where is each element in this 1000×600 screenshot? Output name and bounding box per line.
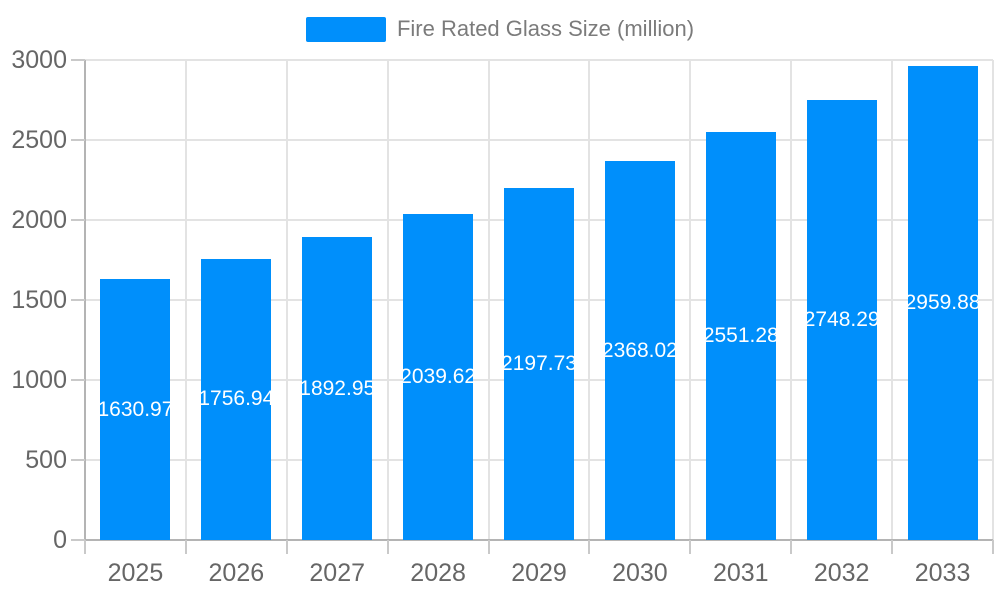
x-axis-line — [85, 539, 993, 541]
bar-value-label: 2748.29 — [806, 308, 877, 332]
y-axis-label: 500 — [25, 445, 67, 474]
bar[interactable]: 2959.88 — [907, 66, 978, 540]
v-gridline — [386, 60, 389, 540]
x-axis-label: 2031 — [712, 559, 769, 587]
bar[interactable]: 1756.94 — [201, 258, 272, 540]
x-axis-tick — [184, 540, 187, 554]
chart-legend[interactable]: Fire Rated Glass Size (million) — [0, 16, 1000, 42]
x-axis-label: 2032 — [813, 559, 870, 587]
bar[interactable]: 2368.02 — [604, 161, 675, 540]
v-gridline — [487, 60, 490, 540]
x-axis-label: 2026 — [208, 559, 265, 587]
bar-value-label: 2959.88 — [907, 291, 978, 315]
bar[interactable]: 2197.73 — [504, 188, 574, 540]
y-axis-line — [84, 60, 86, 540]
y-axis-label: 1500 — [11, 285, 67, 314]
v-gridline — [285, 60, 288, 540]
x-axis-tick — [992, 540, 994, 554]
y-axis-label: 3000 — [11, 45, 67, 74]
x-axis-tick — [487, 540, 490, 554]
x-axis-tick — [689, 540, 692, 554]
y-axis-tick — [71, 139, 85, 141]
x-axis-label: 2033 — [914, 559, 971, 587]
y-axis-tick — [71, 539, 85, 541]
legend-label: Fire Rated Glass Size (million) — [396, 16, 695, 41]
bar-value-label: 1630.97 — [100, 397, 171, 421]
bar-value-label: 2197.73 — [504, 352, 574, 376]
x-axis-label: 2029 — [511, 559, 567, 587]
y-axis-label: 2500 — [11, 125, 67, 154]
y-axis-label: 1000 — [11, 365, 67, 394]
x-axis-label: 2027 — [309, 559, 366, 587]
v-gridline — [992, 60, 994, 540]
v-gridline — [588, 60, 591, 540]
y-axis-tick — [71, 379, 85, 381]
h-gridline — [85, 139, 993, 141]
bar[interactable]: 2039.62 — [403, 213, 474, 540]
bar-value-label: 2039.62 — [403, 364, 474, 388]
bar[interactable]: 2748.29 — [806, 100, 877, 540]
y-axis-tick — [71, 459, 85, 461]
v-gridline — [184, 60, 187, 540]
y-axis-tick — [71, 59, 85, 61]
x-axis-tick — [84, 540, 86, 554]
x-axis-tick — [790, 540, 793, 554]
x-axis-tick — [588, 540, 591, 554]
plot-area: 1630.97 1756.94 1892.95 2039.62 2197.73 2368.… — [84, 59, 994, 541]
v-gridline — [891, 60, 894, 540]
x-axis-tick — [891, 540, 894, 554]
bar-value-label: 1756.94 — [201, 387, 272, 411]
x-axis-label: 2030 — [612, 559, 668, 587]
x-axis-label: 2028 — [410, 559, 466, 587]
bar-value-label: 2551.28 — [705, 323, 776, 347]
x-axis-label: 2025 — [107, 559, 164, 587]
v-gridline — [790, 60, 793, 540]
v-gridline — [689, 60, 692, 540]
bar-value-label: 2368.02 — [604, 338, 675, 362]
bar-value-label: 1892.95 — [302, 376, 373, 400]
bar[interactable]: 1892.95 — [302, 237, 373, 540]
x-axis-tick — [285, 540, 288, 554]
y-axis-tick — [71, 299, 85, 301]
y-axis-label: 2000 — [11, 205, 67, 234]
y-axis-label: 0 — [53, 525, 67, 554]
x-axis-tick — [386, 540, 389, 554]
h-gridline — [85, 59, 993, 61]
bar[interactable]: 2551.28 — [705, 131, 776, 540]
y-axis-tick — [71, 219, 85, 221]
legend-swatch — [305, 16, 386, 42]
bar[interactable]: 1630.97 — [100, 279, 171, 540]
